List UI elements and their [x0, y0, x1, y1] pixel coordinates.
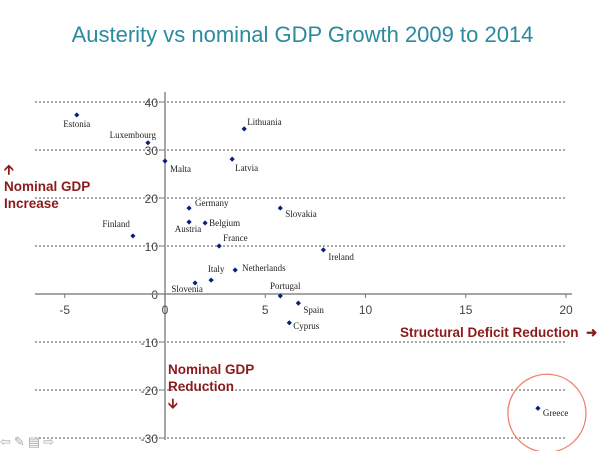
pen-icon[interactable]: ✎: [13, 434, 25, 449]
point-label: Slovakia: [285, 209, 317, 219]
point-label: Lithuania: [247, 117, 282, 127]
point-label: Portugal: [270, 281, 301, 291]
y-label-top: Nominal GDP Increase: [4, 179, 91, 211]
slide-toolbar: ⇦ ✎ ▤ ⇨: [0, 434, 54, 450]
data-point: [186, 219, 192, 225]
data-point: [295, 300, 301, 306]
data-point: [241, 126, 247, 132]
data-point: [277, 293, 283, 299]
chart-title: Austerity vs nominal GDP Growth 2009 to …: [71, 22, 534, 47]
data-point: [162, 158, 168, 164]
back-arrow-icon[interactable]: ⇦: [0, 434, 11, 449]
right-arrow-icon: ➜: [582, 325, 598, 340]
data-point: [286, 320, 292, 326]
x-label: Structural Deficit Reduction: [400, 325, 579, 340]
data-point: [208, 277, 214, 283]
y-tick-label: 10: [145, 240, 159, 254]
down-arrow-icon: 🡫: [168, 396, 178, 411]
y-annotation-bottom: Nominal GDP Reduction 🡫: [168, 361, 258, 412]
point-label: Austria: [175, 224, 202, 234]
x-tick-label: 20: [559, 303, 573, 317]
point-label: Estonia: [63, 119, 90, 129]
x-tick-label: 10: [359, 303, 373, 317]
highlight-circle: [507, 373, 587, 451]
data-point: [277, 205, 283, 211]
y-annotation-top: 🡩 Nominal GDP Increase: [4, 161, 94, 212]
y-tick-label: 20: [145, 192, 159, 206]
point-label: Malta: [170, 164, 191, 174]
x-tick-label: 15: [459, 303, 473, 317]
point-label: Luxembourg: [110, 130, 157, 140]
data-point: [216, 243, 222, 249]
up-arrow-icon: 🡩: [4, 162, 14, 177]
data-point: [320, 247, 326, 253]
point-label: Spain: [303, 305, 324, 315]
x-tick-label: 0: [162, 303, 169, 317]
menu-icon[interactable]: ▤: [27, 434, 41, 449]
point-label: Latvia: [235, 163, 258, 173]
y-tick-label: -10: [141, 336, 159, 350]
point-label: Finland: [102, 219, 130, 229]
point-label: Greece: [543, 408, 568, 418]
forward-arrow-icon[interactable]: ⇨: [43, 434, 55, 449]
data-point: [535, 405, 541, 411]
point-label: Germany: [195, 198, 229, 208]
data-point: [229, 156, 235, 162]
point-label: Cyprus: [293, 321, 320, 331]
y-tick-label: 0: [151, 288, 158, 302]
point-label: Netherlands: [242, 263, 286, 273]
y-tick-label: -30: [141, 432, 159, 446]
data-point: [145, 140, 151, 146]
point-label: Ireland: [328, 252, 354, 262]
data-point: [74, 112, 80, 118]
data-point: [232, 267, 238, 273]
point-label: Slovenia: [171, 284, 203, 294]
data-point: [186, 205, 192, 211]
point-label: Italy: [208, 264, 225, 274]
y-label-bottom: Nominal GDP Reduction: [168, 362, 255, 394]
data-point: [130, 233, 136, 239]
data-point: [192, 280, 198, 286]
x-annotation: Structural Deficit Reduction ➜: [400, 324, 597, 341]
data-point: [202, 220, 208, 226]
y-tick-label: 40: [145, 96, 159, 110]
x-tick-label: 5: [262, 303, 269, 317]
y-tick-label: 30: [145, 144, 159, 158]
point-label: Belgium: [209, 218, 240, 228]
x-tick-label: -5: [59, 303, 70, 317]
y-tick-label: -20: [141, 384, 159, 398]
point-label: France: [223, 233, 248, 243]
